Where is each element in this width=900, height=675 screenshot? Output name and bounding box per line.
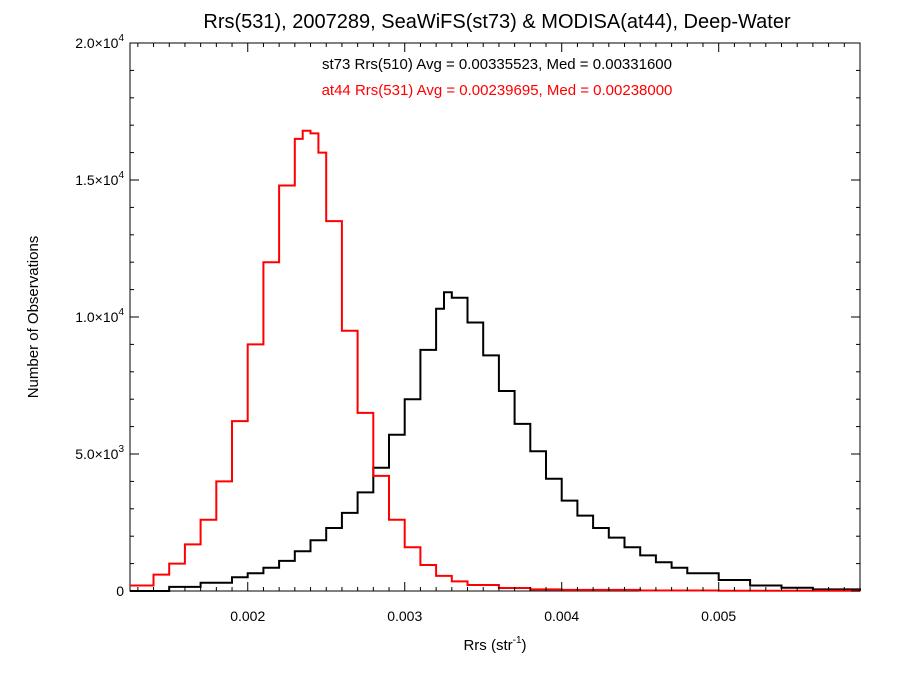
y-tick-label: 5.0×103 <box>75 444 124 462</box>
legend-entry-at44: at44 Rrs(531) Avg = 0.00239695, Med = 0.… <box>322 82 673 99</box>
x-tick-label: 0.004 <box>544 608 579 624</box>
y-tick-label: 1.0×104 <box>75 307 124 325</box>
x-axis-label-sup: -1 <box>513 635 522 646</box>
y-tick-label: 2.0×104 <box>75 33 124 51</box>
plot-frame <box>129 42 861 592</box>
series-layer <box>130 129 861 592</box>
y-tick-label: 0 <box>116 583 124 599</box>
x-tick-label: 0.005 <box>701 608 736 624</box>
y-axis-ticks: 0 5.0×103 1.0×104 1.5×104 2.0×104 <box>75 33 860 599</box>
series-line-1 <box>130 129 861 592</box>
x-axis-label-main: Rrs (str <box>463 637 512 654</box>
y-axis-label: Number of Observations <box>25 236 42 399</box>
x-axis-label-close: ) <box>522 637 527 654</box>
legend-entry-st73: st73 Rrs(510) Avg = 0.00335523, Med = 0.… <box>322 56 672 73</box>
x-tick-label: 0.002 <box>230 608 265 624</box>
x-axis-label: Rrs (str-1) <box>463 635 526 654</box>
x-tick-label: 0.003 <box>387 608 422 624</box>
series-line-0 <box>130 291 861 592</box>
chart-title: Rrs(531), 2007289, SeaWiFS(st73) & MODIS… <box>203 11 791 33</box>
y-tick-label: 1.5×104 <box>75 170 124 188</box>
x-axis-ticks: 0.002 0.003 0.004 0.005 <box>137 43 861 624</box>
